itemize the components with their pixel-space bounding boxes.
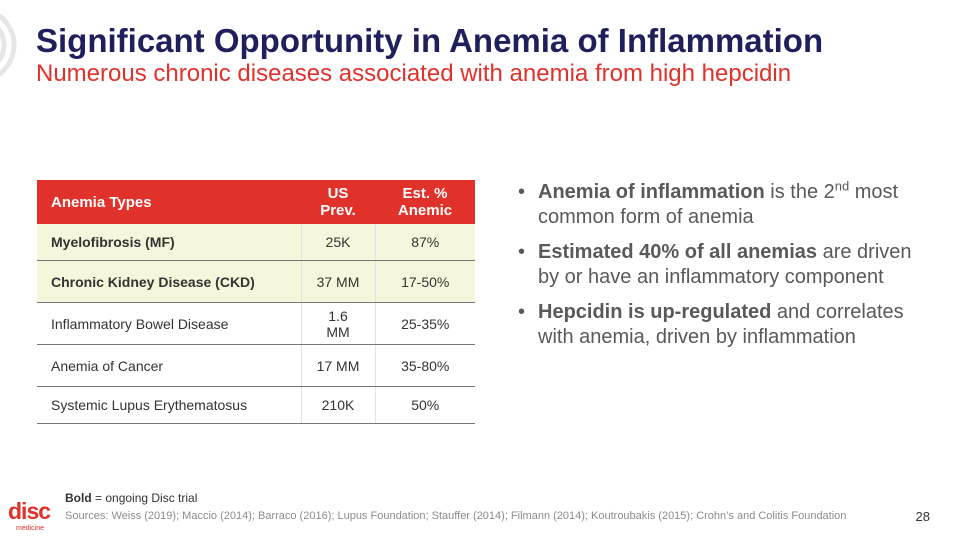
cell-us-prev: 210K — [300, 386, 375, 424]
cell-us-prev: 25K — [300, 224, 375, 261]
page-title: Significant Opportunity in Anemia of Inf… — [36, 22, 824, 59]
header-anemia-types: Anemia Types — [37, 180, 301, 224]
header-est-anemic: Est. % Anemic — [375, 180, 475, 224]
page-number: 28 — [915, 509, 930, 524]
bullet-icon: • — [518, 241, 526, 263]
page-subtitle: Numerous chronic diseases associated wit… — [36, 60, 792, 87]
bullet-bold-text: Estimated 40% of all anemias — [538, 241, 818, 263]
cell-us-prev: 17 MM — [300, 344, 375, 387]
header-us-prev: US Prev. — [301, 180, 375, 224]
cell-anemia-type: Myelofibrosis (MF) — [37, 224, 301, 261]
note-text: = ongoing Disc trial — [91, 491, 198, 505]
bullet-text: are driven by or have an inflammatory co… — [538, 241, 912, 288]
cell-est-anemic: 17-50% — [374, 260, 475, 303]
cell-us-prev: 1.6 MM — [300, 302, 375, 345]
bullet-superscript: nd — [834, 178, 850, 194]
cell-est-anemic: 25-35% — [374, 302, 475, 345]
list-item: • Hepcidin is up-regulated and correlates… — [518, 300, 918, 350]
circle-decoration — [0, 13, 17, 77]
table-row: Myelofibrosis (MF) 25K 87% — [37, 224, 475, 261]
bullet-text: is the 2 — [764, 181, 835, 203]
anemia-types-table: Anemia Types US Prev. Est. % Anemic Myel… — [37, 180, 475, 424]
cell-est-anemic: 35-80% — [374, 344, 475, 387]
legend-note: Bold = ongoing Disc trial — [65, 491, 197, 505]
cell-anemia-type: Anemia of Cancer — [37, 344, 301, 387]
cell-anemia-type: Systemic Lupus Erythematosus — [37, 386, 301, 424]
table-row: Anemia of Cancer 17 MM 35-80% — [37, 344, 475, 387]
table-row: Chronic Kidney Disease (CKD) 37 MM 17-50… — [37, 260, 475, 303]
table-row: Systemic Lupus Erythematosus 210K 50% — [37, 386, 475, 424]
table-row: Inflammatory Bowel Disease 1.6 MM 25-35% — [37, 302, 475, 345]
table-header-row: Anemia Types US Prev. Est. % Anemic — [37, 180, 475, 224]
list-item: • Anemia of inflammation is the 2nd most … — [518, 178, 918, 230]
bullet-bold-text: Hepcidin is up-regulated — [538, 301, 772, 323]
cell-est-anemic: 50% — [374, 386, 475, 424]
cell-anemia-type: Chronic Kidney Disease (CKD) — [37, 260, 301, 303]
disc-medicine-logo: disc medicine — [8, 498, 60, 536]
bullet-icon: • — [518, 181, 526, 203]
bullet-text: and correlates with anemia, driven by in… — [538, 301, 904, 348]
cell-anemia-type: Inflammatory Bowel Disease — [37, 302, 301, 345]
logo-subtext: medicine — [16, 525, 45, 532]
bullet-text-end: most common form of anemia — [538, 181, 899, 228]
bullet-icon: • — [518, 301, 526, 323]
cell-us-prev: 37 MM — [300, 260, 375, 303]
logo-wordmark: disc — [8, 498, 51, 524]
sources-text: Sources: Weiss (2019); Maccio (2014); Ba… — [65, 510, 847, 522]
bullet-bold-text: Anemia of inflammation — [538, 181, 765, 203]
list-item: • Estimated 40% of all anemias are driven… — [518, 240, 918, 290]
cell-est-anemic: 87% — [374, 224, 475, 261]
note-bold: Bold — [65, 491, 92, 505]
key-points-list: • Anemia of inflammation is the 2nd most … — [518, 178, 918, 360]
